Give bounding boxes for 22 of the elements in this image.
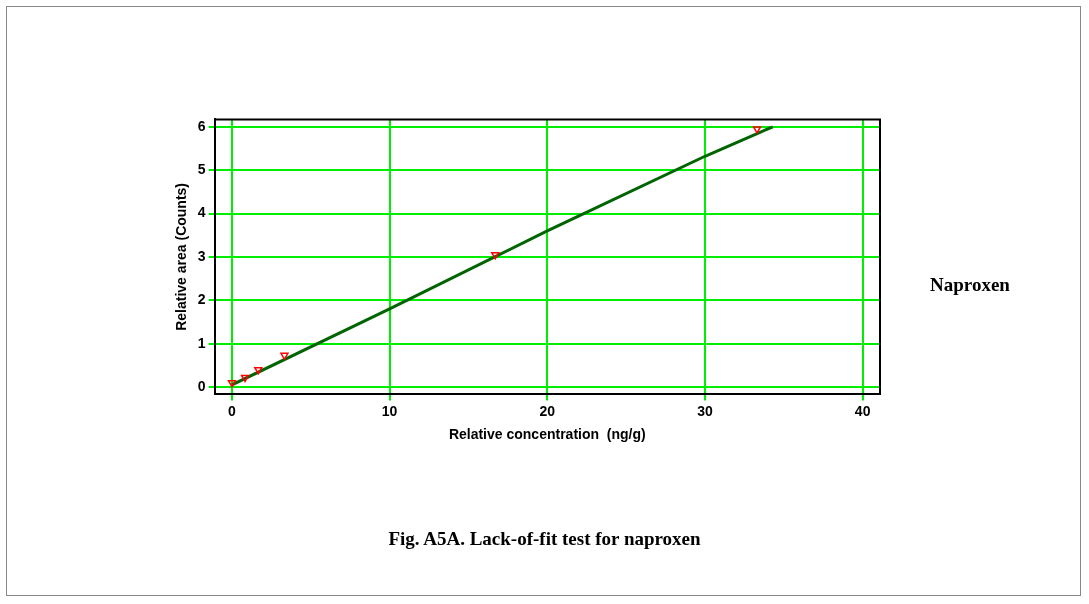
point xyxy=(491,251,500,260)
text: Fig. A5A. Lack-of-fit test for naproxen xyxy=(387,528,702,550)
y-tick-label: 1 xyxy=(197,334,206,351)
point xyxy=(227,379,237,388)
x-tick-label: 40 xyxy=(854,402,871,419)
point xyxy=(240,374,250,383)
y-axis-title: Relative area (Counts) xyxy=(173,182,190,331)
y-tick-label: 3 xyxy=(197,247,206,264)
x-axis-title: Relative concentration (ng/g) xyxy=(448,426,646,443)
y-tick-label: 2 xyxy=(197,291,206,308)
y-tick-label: 5 xyxy=(197,161,206,178)
x-tick-label: 10 xyxy=(381,402,398,419)
x-tick-label: 0 xyxy=(228,402,237,419)
y-tick-label: 6 xyxy=(197,117,206,134)
x-tick-label: 30 xyxy=(697,402,713,419)
y-tick-label: 4 xyxy=(197,204,206,221)
point xyxy=(752,126,762,134)
text: Naproxen xyxy=(930,274,1010,296)
point xyxy=(280,352,289,361)
point xyxy=(254,366,263,375)
y-tick-label: 0 xyxy=(197,377,206,394)
x-tick-label: 20 xyxy=(539,402,556,419)
